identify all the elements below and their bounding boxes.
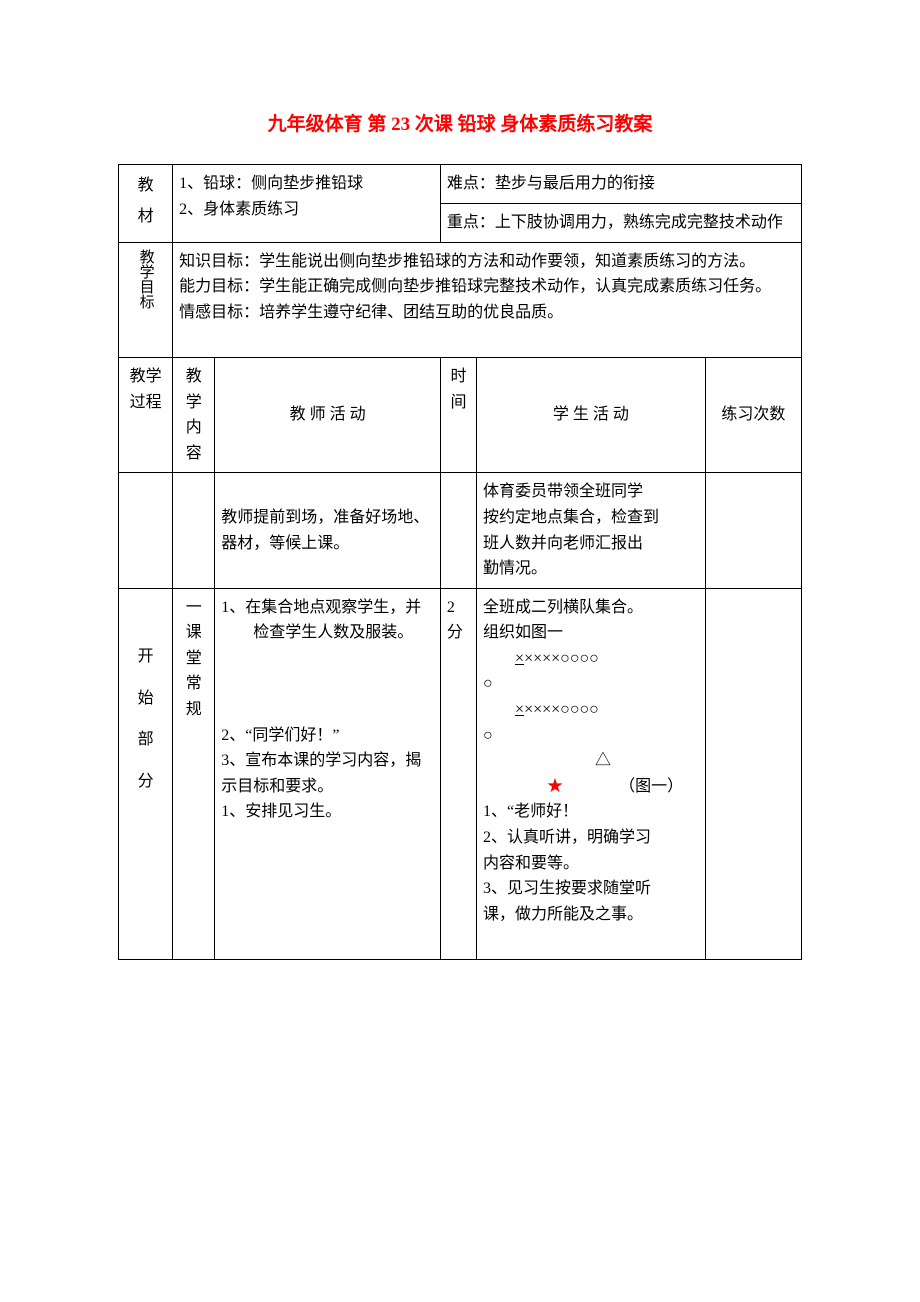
star-icon: ★ (547, 778, 563, 795)
goals-label-cell: 教学目标 (119, 242, 173, 357)
hdr-time-a: 时 (447, 364, 470, 390)
begin-teacher-l6: 1、安排见习生。 (221, 799, 434, 825)
begin-stu-l2: 组织如图一 (483, 620, 699, 646)
begin-content-4: 常 (179, 671, 208, 697)
goals-content: 知识目标：学生能说出侧向垫步推铅球的方法和动作要领，知道素质练习的方法。 能力目… (173, 242, 802, 357)
goal-emotion: 情感目标：培养学生遵守纪律、团结互助的优良品质。 (179, 300, 795, 326)
hdr-process-b: 过程 (125, 390, 166, 416)
key-cell: 重点：上下肢协调用力，熟练完成完整技术动作 (440, 203, 801, 242)
hdr-reps: 练习次数 (705, 357, 801, 472)
formation-row1: ×××××○○○○ (483, 646, 699, 672)
hdr-content-a: 教学 (179, 364, 208, 415)
begin-stu-l8: 2、认真听讲，明确学习 (483, 825, 699, 851)
formation-row1-rest: ××××○○○○ (524, 650, 599, 667)
begin-teacher-l1: 1、在集合地点观察学生，并 (221, 595, 434, 621)
hdr-content: 教学 内容 (173, 357, 215, 472)
goal-ability: 能力目标：学生能正确完成侧向垫步推铅球完整技术动作，认真完成素质练习任务。 (179, 274, 795, 300)
begin-time-l2: 分 (447, 620, 470, 646)
prep-student: 体育委员带领全班同学 按约定地点集合，检查到 班人数并向老师汇报出 勤情况。 (477, 473, 706, 588)
prep-content-empty (173, 473, 215, 588)
materials-label: 教 材 (119, 165, 173, 242)
difficulty-cell: 难点：垫步与最后用力的衔接 (440, 165, 801, 204)
hdr-content-b: 内容 (179, 415, 208, 466)
begin-content: 一 课 堂 常 规 (173, 588, 215, 959)
begin-process-1: 开 (125, 636, 166, 678)
prep-stu-l2: 按约定地点集合，检查到 (483, 505, 699, 531)
formation-triangle-row: △ (483, 748, 699, 774)
formation-row1-tail: ○ (483, 671, 699, 697)
begin-reps-empty (705, 588, 801, 959)
goals-label: 教学目标 (134, 249, 158, 309)
formation-row2-u: × (515, 701, 524, 718)
begin-stu-l10: 3、见习生按要求随堂听 (483, 876, 699, 902)
figure-label: （图一） (627, 778, 683, 795)
prep-stu-l3: 班人数并向老师汇报出 (483, 531, 699, 557)
hdr-time-b: 间 (447, 390, 470, 416)
formation-row2: ×××××○○○○ (483, 697, 699, 723)
triangle-icon: △ (595, 752, 611, 769)
materials-line2: 2、身体素质练习 (179, 197, 434, 223)
prep-stu-l1: 体育委员带领全班同学 (483, 479, 699, 505)
begin-time: 2 分 (440, 588, 476, 959)
hdr-process-a: 教学 (125, 364, 166, 390)
prep-reps-empty (705, 473, 801, 588)
prep-stu-l4: 勤情况。 (483, 556, 699, 582)
doc-title: 九年级体育 第 23 次课 铅球 身体素质练习教案 (118, 110, 802, 140)
begin-content-5: 规 (179, 697, 208, 723)
formation-row1-u: × (515, 650, 524, 667)
hdr-time: 时 间 (440, 357, 476, 472)
begin-content-2: 课 (179, 620, 208, 646)
begin-stu-l9: 内容和要等。 (483, 851, 699, 877)
begin-process-3: 部 (125, 719, 166, 761)
prep-teacher-l1: 教师提前到场，准备好场地、 (221, 505, 434, 531)
begin-teacher: 1、在集合地点观察学生，并 检查学生人数及服装。 2、“同学们好！” 3、宣布本… (215, 588, 441, 959)
begin-process-2: 始 (125, 678, 166, 720)
hdr-student: 学 生 活 动 (477, 357, 706, 472)
hdr-teacher: 教 师 活 动 (215, 357, 441, 472)
begin-teacher-l3: 2、“同学们好！” (221, 723, 434, 749)
begin-student: 全班成二列横队集合。 组织如图一 ×××××○○○○ ○ ×××××○○○○ ○… (477, 588, 706, 959)
begin-time-l1: 2 (447, 595, 470, 621)
begin-process: 开 始 部 分 (119, 588, 173, 959)
formation-row2-rest: ××××○○○○ (524, 701, 599, 718)
begin-process-4: 分 (125, 761, 166, 803)
begin-content-3: 堂 (179, 646, 208, 672)
materials-line1: 1、铅球：侧向垫步推铅球 (179, 171, 434, 197)
prep-teacher: 教师提前到场，准备好场地、 器材，等候上课。 (215, 473, 441, 588)
prep-teacher-l2: 器材，等候上课。 (221, 531, 434, 557)
materials-label-a: 教 (125, 171, 166, 201)
formation-star-row: ★ （图一） (483, 774, 699, 800)
materials-label-b: 材 (125, 202, 166, 232)
prep-time-empty (440, 473, 476, 588)
begin-content-1: 一 (179, 595, 208, 621)
begin-teacher-l4: 3、宣布本课的学习内容，揭 (221, 748, 434, 774)
goal-knowledge: 知识目标：学生能说出侧向垫步推铅球的方法和动作要领，知道素质练习的方法。 (179, 249, 795, 275)
begin-teacher-l5: 示目标和要求。 (221, 774, 434, 800)
prep-process-empty (119, 473, 173, 588)
hdr-process: 教学 过程 (119, 357, 173, 472)
lesson-plan-table: 教 材 1、铅球：侧向垫步推铅球 2、身体素质练习 难点：垫步与最后用力的衔接 … (118, 164, 802, 960)
materials-content: 1、铅球：侧向垫步推铅球 2、身体素质练习 (173, 165, 441, 242)
begin-stu-l1: 全班成二列横队集合。 (483, 595, 699, 621)
begin-stu-l11: 课，做力所能及之事。 (483, 902, 699, 928)
begin-teacher-l2: 检查学生人数及服装。 (221, 620, 434, 646)
formation-row2-tail: ○ (483, 723, 699, 749)
begin-stu-l7: 1、“老师好！ (483, 799, 699, 825)
